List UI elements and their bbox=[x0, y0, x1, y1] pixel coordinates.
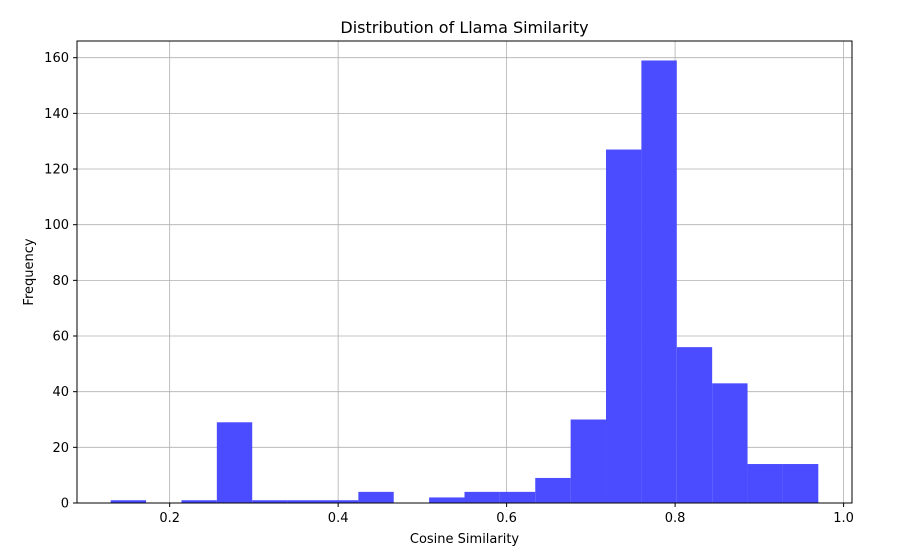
histogram-bar bbox=[216, 422, 253, 503]
histogram-bar bbox=[499, 491, 536, 503]
histogram-bar bbox=[464, 491, 500, 503]
histogram-bar bbox=[570, 419, 607, 503]
histogram-bar bbox=[782, 464, 819, 503]
y-axis-label: Frequency bbox=[22, 238, 37, 305]
x-tick-label: 0.2 bbox=[159, 511, 180, 526]
y-tick-label: 60 bbox=[52, 330, 69, 345]
histogram-bar bbox=[110, 500, 147, 503]
histogram-bar bbox=[535, 477, 571, 503]
histogram-bar bbox=[747, 464, 783, 503]
histogram-bar bbox=[676, 347, 713, 503]
x-tick-label: 0.6 bbox=[496, 511, 517, 526]
histogram-bar bbox=[606, 149, 642, 503]
y-tick-label: 120 bbox=[44, 163, 69, 178]
chart-title: Distribution of Llama Similarity bbox=[340, 18, 588, 37]
y-tick-label: 20 bbox=[52, 441, 69, 456]
histogram-bar bbox=[641, 60, 677, 503]
x-tick-label: 0.8 bbox=[665, 511, 686, 526]
x-tick-label: 0.4 bbox=[328, 511, 349, 526]
histogram-bar bbox=[252, 500, 288, 503]
y-axis: 0 20 40 60 80 100 120 140 160 bbox=[44, 51, 77, 512]
x-axis-label: Cosine Similarity bbox=[410, 532, 520, 547]
y-tick-label: 100 bbox=[44, 218, 69, 233]
y-tick-label: 80 bbox=[52, 274, 69, 289]
y-tick-label: 0 bbox=[61, 497, 69, 512]
histogram-bar bbox=[712, 383, 748, 503]
y-tick-label: 160 bbox=[44, 51, 69, 66]
bars-layer bbox=[110, 60, 819, 503]
y-tick-label: 40 bbox=[52, 385, 69, 400]
histogram-bar bbox=[181, 500, 217, 503]
y-tick-label: 140 bbox=[44, 107, 69, 122]
histogram-bar bbox=[429, 497, 465, 503]
plot-frame bbox=[76, 40, 853, 504]
x-axis: 0.2 0.4 0.6 0.8 1.0 bbox=[159, 503, 854, 526]
histogram-bar bbox=[322, 500, 359, 503]
x-tick-label: 1.0 bbox=[833, 511, 854, 526]
histogram-bar bbox=[358, 491, 394, 503]
histogram-bar bbox=[287, 500, 323, 503]
